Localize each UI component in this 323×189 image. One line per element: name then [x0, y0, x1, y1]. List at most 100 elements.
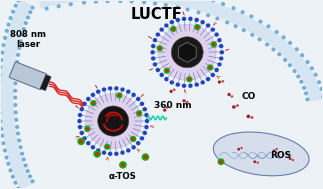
Circle shape: [116, 92, 122, 98]
Circle shape: [77, 138, 85, 145]
Circle shape: [118, 0, 123, 3]
Circle shape: [171, 37, 203, 68]
Circle shape: [194, 18, 199, 22]
Circle shape: [163, 3, 168, 7]
Circle shape: [8, 16, 13, 20]
Circle shape: [305, 60, 310, 64]
Circle shape: [283, 58, 287, 62]
Circle shape: [4, 155, 9, 160]
Circle shape: [288, 41, 292, 45]
Circle shape: [16, 186, 21, 189]
Circle shape: [182, 83, 186, 88]
Circle shape: [30, 179, 35, 184]
Circle shape: [86, 97, 91, 101]
Circle shape: [319, 87, 323, 91]
Circle shape: [219, 50, 224, 55]
Circle shape: [145, 119, 150, 123]
Circle shape: [11, 174, 15, 179]
Circle shape: [140, 136, 144, 141]
Circle shape: [164, 23, 169, 28]
Circle shape: [217, 158, 224, 165]
Circle shape: [292, 159, 294, 161]
Circle shape: [14, 4, 18, 8]
Circle shape: [13, 95, 17, 100]
Circle shape: [95, 152, 99, 156]
Circle shape: [93, 150, 101, 158]
Circle shape: [6, 22, 11, 27]
Text: ROS: ROS: [270, 151, 291, 160]
FancyBboxPatch shape: [9, 62, 47, 90]
Circle shape: [225, 20, 229, 25]
Circle shape: [169, 90, 173, 93]
Circle shape: [159, 27, 164, 32]
Circle shape: [14, 118, 18, 122]
Circle shape: [44, 6, 49, 11]
Circle shape: [182, 99, 186, 102]
Circle shape: [13, 103, 17, 107]
Circle shape: [209, 66, 212, 69]
Circle shape: [310, 66, 314, 70]
Circle shape: [281, 35, 286, 40]
Circle shape: [313, 73, 318, 77]
Circle shape: [144, 125, 149, 129]
Circle shape: [102, 150, 107, 155]
Circle shape: [210, 27, 215, 32]
Circle shape: [26, 15, 30, 20]
Circle shape: [118, 94, 121, 97]
Circle shape: [82, 136, 87, 141]
Text: CO: CO: [241, 91, 255, 101]
Circle shape: [136, 141, 141, 146]
Ellipse shape: [213, 132, 309, 176]
Circle shape: [164, 67, 170, 74]
Circle shape: [8, 168, 13, 173]
Circle shape: [164, 77, 169, 81]
Circle shape: [96, 148, 101, 153]
Circle shape: [77, 119, 82, 123]
Circle shape: [214, 32, 219, 37]
Circle shape: [153, 1, 157, 6]
Text: α-TOS: α-TOS: [109, 172, 137, 181]
Circle shape: [219, 44, 224, 48]
Circle shape: [175, 82, 180, 87]
Circle shape: [222, 80, 224, 83]
Circle shape: [1, 43, 6, 47]
Circle shape: [143, 155, 147, 159]
Circle shape: [0, 88, 1, 93]
Circle shape: [292, 69, 297, 73]
Circle shape: [196, 10, 201, 15]
Text: LUCTF: LUCTF: [131, 7, 182, 22]
Circle shape: [0, 73, 2, 77]
Circle shape: [211, 41, 217, 47]
Circle shape: [26, 169, 30, 173]
Circle shape: [84, 126, 90, 132]
Circle shape: [108, 86, 112, 91]
Circle shape: [170, 26, 177, 32]
Circle shape: [0, 103, 2, 108]
Circle shape: [186, 101, 189, 103]
Circle shape: [22, 27, 26, 31]
Circle shape: [196, 26, 199, 29]
Circle shape: [155, 68, 160, 72]
Circle shape: [151, 44, 156, 48]
Circle shape: [188, 83, 193, 88]
Circle shape: [79, 107, 84, 112]
Circle shape: [3, 148, 7, 153]
Circle shape: [79, 139, 83, 143]
Circle shape: [251, 116, 254, 119]
Circle shape: [105, 0, 110, 3]
Circle shape: [305, 97, 310, 101]
Circle shape: [0, 95, 1, 100]
Circle shape: [169, 80, 174, 85]
Circle shape: [151, 56, 156, 61]
Circle shape: [257, 37, 262, 42]
Circle shape: [5, 29, 9, 33]
Circle shape: [23, 163, 28, 168]
Circle shape: [14, 66, 19, 71]
Circle shape: [200, 20, 205, 25]
Circle shape: [131, 93, 136, 97]
Circle shape: [82, 0, 86, 5]
Circle shape: [144, 113, 149, 117]
Circle shape: [20, 33, 25, 37]
Circle shape: [155, 32, 160, 37]
Circle shape: [90, 145, 95, 150]
